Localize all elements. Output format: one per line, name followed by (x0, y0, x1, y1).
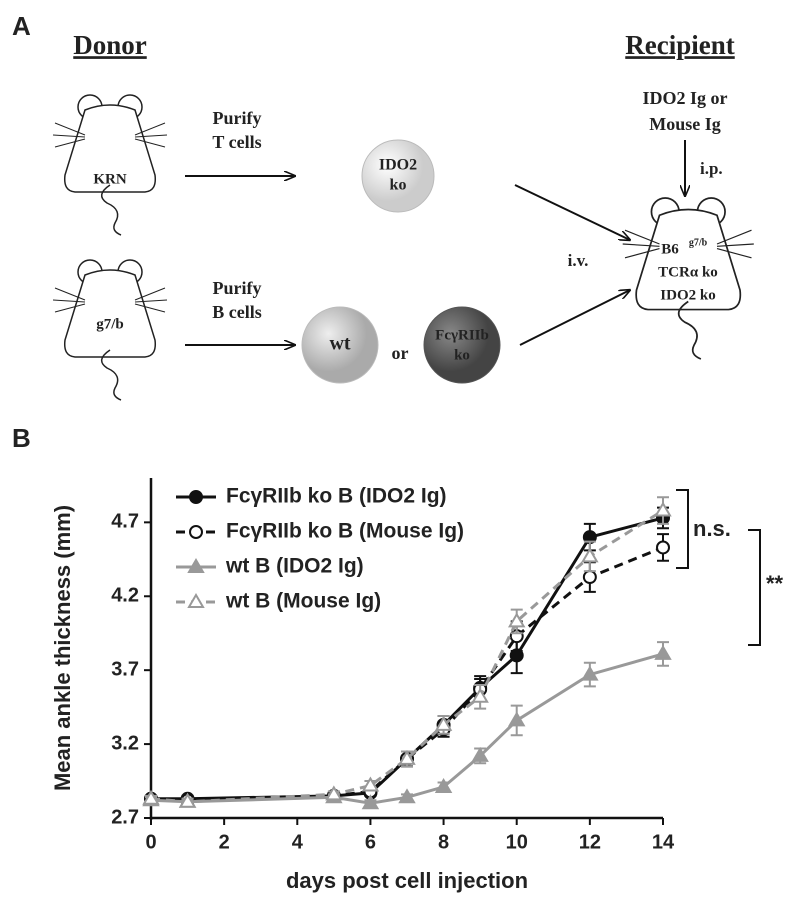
data-point (361, 776, 380, 792)
arrow (519, 290, 630, 346)
donor-mouse (52, 94, 168, 236)
data-point (507, 612, 526, 628)
data-point (471, 687, 489, 703)
panel-label: A (12, 11, 31, 41)
x-tick-label: 6 (365, 831, 376, 853)
y-tick-label: 3.7 (111, 658, 139, 680)
cell-label: wt (329, 333, 350, 355)
legend-label: FcγRIIb ko B (Mouse Ig) (226, 520, 464, 543)
mouse-label: KRN (93, 171, 127, 187)
legend-label: FcγRIIb ko B (IDO2 Ig) (226, 485, 447, 508)
legend-marker (187, 558, 205, 573)
recipient-label: g7/b (689, 237, 708, 248)
recipient-heading: Recipient (625, 30, 734, 60)
injection-label: IDO2 Ig or (643, 88, 728, 108)
arrow (514, 184, 630, 240)
data-point (471, 746, 489, 762)
cell (301, 306, 379, 384)
cell (361, 139, 435, 213)
donor-heading: Donor (73, 30, 147, 60)
cell-label: ko (390, 177, 407, 194)
data-point (654, 501, 672, 517)
data-point (582, 570, 597, 585)
y-tick-label: 2.7 (111, 806, 139, 828)
legend-label: wt B (IDO2 Ig) (225, 555, 364, 578)
panel-label: B (12, 423, 31, 453)
legend-marker (189, 490, 203, 504)
series-line (150, 509, 664, 804)
bracket (676, 489, 689, 569)
data-point (507, 711, 526, 727)
legend-label: wt B (Mouse Ig) (225, 590, 381, 613)
recipient-label: TCRα ko (658, 264, 718, 280)
x-tick-label: 0 (145, 831, 156, 853)
data-point (361, 794, 380, 810)
data-point (325, 785, 343, 801)
data-point (398, 749, 416, 765)
data-point (656, 540, 670, 555)
data-point (142, 789, 160, 805)
y-tick-label: 4.7 (111, 511, 139, 533)
x-tick-label: 2 (219, 831, 230, 853)
data-point (581, 547, 599, 563)
bracket (748, 529, 761, 646)
annotation: ** (766, 571, 784, 596)
x-tick-label: 14 (652, 831, 675, 853)
recipient-label: IDO2 ko (660, 287, 715, 303)
cell-label: IDO2 (379, 157, 417, 174)
route-label: i.p. (700, 159, 723, 178)
step-label: Purify (213, 108, 262, 128)
data-point (434, 777, 453, 793)
y-tick-label: 3.2 (111, 732, 139, 754)
cell (423, 306, 501, 384)
panel-a: A Donor Recipient KRN g7/b Purify T cell… (12, 11, 755, 401)
y-tick-label: 4.2 (111, 585, 139, 607)
route-label: i.v. (568, 251, 589, 270)
legend-marker (187, 593, 205, 608)
x-tick-label: 12 (579, 831, 601, 853)
step-label: B cells (212, 302, 262, 322)
data-point (398, 788, 416, 804)
x-tick-label: 10 (506, 831, 528, 853)
step-label: T cells (212, 132, 261, 152)
data-point (581, 665, 599, 681)
x-tick-label: 4 (292, 831, 304, 853)
x-axis-title: days post cell injection (286, 868, 528, 893)
or-label: or (392, 343, 409, 363)
y-axis-title: Mean ankle thickness (mm) (50, 505, 75, 791)
mouse-label: g7/b (96, 316, 124, 332)
injection-label: Mouse Ig (649, 114, 721, 134)
x-tick-label: 8 (438, 831, 449, 853)
step-label: Purify (213, 278, 262, 298)
cell-label: FcγRIIb (435, 327, 489, 343)
data-point (654, 644, 672, 660)
recipient-label: B6 (661, 241, 679, 257)
annotation: n.s. (693, 516, 731, 541)
data-point (178, 792, 197, 808)
legend-marker (189, 525, 203, 539)
cell-label: ko (454, 347, 470, 363)
data-point (434, 715, 453, 731)
